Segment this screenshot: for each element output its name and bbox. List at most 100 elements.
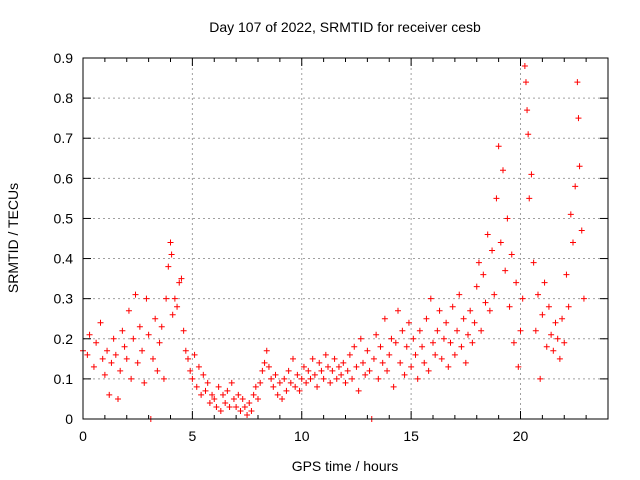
data-point xyxy=(408,363,415,370)
data-point xyxy=(154,367,161,374)
data-point xyxy=(139,347,146,354)
data-point xyxy=(90,363,97,370)
data-point xyxy=(497,239,504,246)
data-point xyxy=(580,295,587,302)
data-point xyxy=(517,327,524,334)
data-point xyxy=(265,363,272,370)
data-point xyxy=(230,395,237,402)
data-point xyxy=(255,395,261,402)
plot-frame xyxy=(82,57,609,420)
data-point xyxy=(195,363,202,370)
data-point xyxy=(93,339,100,346)
data-point xyxy=(508,251,515,258)
data-point xyxy=(526,195,533,202)
data-point xyxy=(128,375,135,382)
y-tick-label: 0.5 xyxy=(54,210,74,226)
data-point xyxy=(316,359,323,366)
data-point xyxy=(539,311,546,318)
data-point xyxy=(525,131,532,138)
y-tick-label: 0.2 xyxy=(54,331,74,347)
data-point xyxy=(220,391,226,398)
data-point xyxy=(145,331,152,338)
data-point xyxy=(401,371,408,378)
data-point xyxy=(362,371,369,378)
data-point xyxy=(119,327,126,334)
data-point xyxy=(156,339,163,346)
data-point xyxy=(222,399,229,406)
data-point xyxy=(189,375,196,382)
data-point xyxy=(500,167,506,174)
data-point xyxy=(366,367,373,374)
data-point xyxy=(250,391,257,398)
data-point xyxy=(405,319,412,326)
data-point xyxy=(292,383,299,390)
data-point xyxy=(535,291,541,298)
data-point xyxy=(397,359,404,366)
data-point xyxy=(252,383,259,390)
data-point xyxy=(451,351,458,358)
y-tick-label: 0 xyxy=(65,411,73,427)
data-point xyxy=(209,391,216,398)
data-point xyxy=(357,335,364,342)
data-point xyxy=(399,327,406,334)
data-point xyxy=(425,367,432,374)
data-point xyxy=(478,327,485,334)
data-point xyxy=(276,379,283,386)
y-tick-label: 0.7 xyxy=(54,130,74,146)
data-point xyxy=(99,355,106,362)
data-point xyxy=(193,383,200,390)
data-point xyxy=(283,387,290,394)
data-point xyxy=(187,367,194,374)
data-point xyxy=(563,271,570,278)
data-point xyxy=(239,395,246,402)
data-point xyxy=(202,387,209,394)
axis-ticks: 0 0.1 0.2 0.3 0.4 0.5 0.6 0.7 0.8 0.9 0 5 10 15 20 xyxy=(54,50,608,444)
data-point xyxy=(311,371,318,378)
data-point xyxy=(298,375,305,382)
data-point xyxy=(513,279,520,286)
data-point xyxy=(274,391,281,398)
data-point xyxy=(287,379,294,386)
data-point xyxy=(123,355,130,362)
data-point xyxy=(346,351,353,358)
data-point xyxy=(86,331,93,338)
data-point xyxy=(285,367,292,374)
data-point xyxy=(421,359,428,366)
data-point xyxy=(314,383,321,390)
data-point xyxy=(160,375,167,382)
data-point xyxy=(108,359,115,366)
data-point xyxy=(504,215,511,222)
data-point xyxy=(576,163,583,170)
data-point xyxy=(465,331,471,338)
data-point xyxy=(471,319,478,326)
data-point xyxy=(300,363,307,370)
data-point xyxy=(379,359,386,366)
data-point xyxy=(130,335,137,342)
data-point xyxy=(515,363,522,370)
data-point xyxy=(392,339,399,346)
data-point xyxy=(178,275,185,282)
data-point xyxy=(143,295,150,302)
data-point xyxy=(384,367,391,374)
data-point xyxy=(344,367,351,374)
data-point xyxy=(171,295,178,302)
data-point xyxy=(165,263,172,270)
data-point xyxy=(198,391,205,398)
data-point xyxy=(423,315,430,322)
x-tick-label: 20 xyxy=(513,428,529,444)
data-point xyxy=(458,343,465,350)
data-points xyxy=(80,63,587,422)
data-point xyxy=(191,351,198,358)
data-point xyxy=(381,315,388,322)
data-point xyxy=(554,335,561,342)
data-point xyxy=(340,359,347,366)
data-point xyxy=(270,383,277,390)
data-point xyxy=(572,183,579,190)
data-point xyxy=(168,251,175,258)
data-point xyxy=(486,307,493,314)
data-point xyxy=(388,335,395,342)
data-point xyxy=(200,371,207,378)
data-point xyxy=(338,371,345,378)
data-point xyxy=(530,259,537,266)
data-point xyxy=(226,403,233,410)
